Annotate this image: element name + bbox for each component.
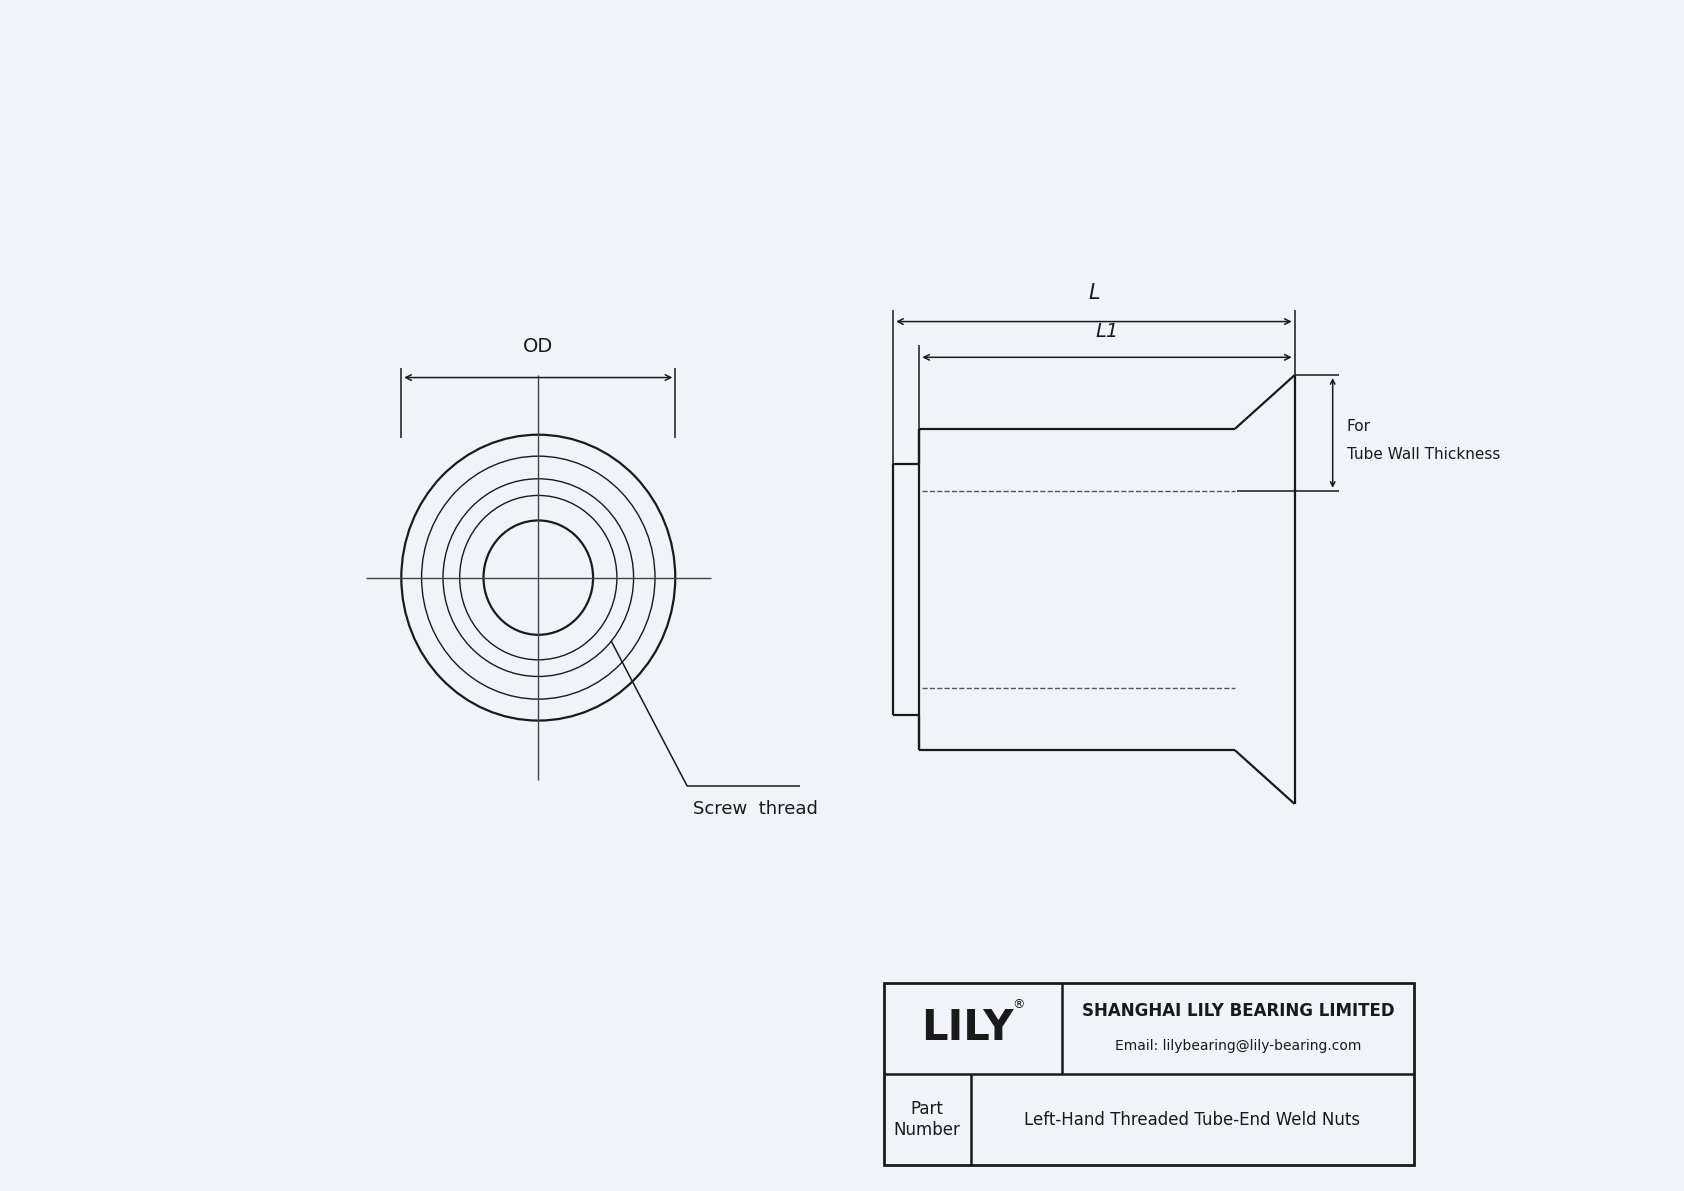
Text: Tube Wall Thickness: Tube Wall Thickness (1347, 447, 1500, 462)
Text: L1: L1 (1095, 322, 1118, 341)
Text: SHANGHAI LILY BEARING LIMITED: SHANGHAI LILY BEARING LIMITED (1081, 1002, 1394, 1019)
Bar (884, 983, 1413, 1165)
Text: LILY: LILY (921, 1008, 1014, 1049)
Text: Part
Number: Part Number (894, 1100, 960, 1139)
Text: L: L (1088, 282, 1100, 303)
Text: Left-Hand Threaded Tube-End Weld Nuts: Left-Hand Threaded Tube-End Weld Nuts (1024, 1110, 1361, 1129)
Text: Email: lilybearing@lily-bearing.com: Email: lilybearing@lily-bearing.com (1115, 1040, 1361, 1053)
Text: Screw  thread: Screw thread (694, 800, 818, 818)
Text: For: For (1347, 419, 1371, 435)
Text: OD: OD (524, 337, 554, 356)
Text: ®: ® (1012, 998, 1024, 1011)
